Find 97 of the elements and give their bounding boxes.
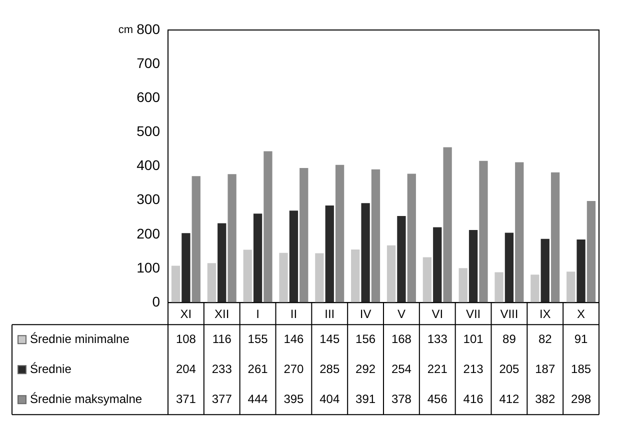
bar xyxy=(504,232,514,303)
bar xyxy=(468,230,478,303)
bar xyxy=(458,268,468,303)
bar xyxy=(515,162,524,303)
data-label: 116 xyxy=(212,332,232,346)
bar xyxy=(315,253,324,303)
bar xyxy=(576,240,586,303)
x-tick-label: X xyxy=(577,307,586,322)
bar xyxy=(243,250,252,303)
data-label: 204 xyxy=(176,362,196,376)
x-tick-label: VIII xyxy=(500,307,518,322)
data-label: 270 xyxy=(284,362,304,376)
x-tick-label: I xyxy=(256,307,260,322)
bar xyxy=(300,168,308,303)
bar xyxy=(361,203,370,303)
y-axis-title: cm xyxy=(118,24,133,36)
data-label: 233 xyxy=(212,362,232,376)
x-tick-label: VI xyxy=(432,307,444,322)
data-label: 298 xyxy=(571,392,592,406)
data-label: 155 xyxy=(248,332,268,346)
bar xyxy=(264,151,272,303)
data-label: 254 xyxy=(391,362,412,376)
y-tick-label: 600 xyxy=(136,89,160,106)
data-label: 371 xyxy=(176,392,196,406)
bar xyxy=(325,205,334,303)
y-tick-label: 800 xyxy=(136,20,160,37)
bar xyxy=(479,160,488,303)
bar xyxy=(279,252,288,303)
bar xyxy=(540,238,550,303)
y-tick-label: 700 xyxy=(136,54,160,71)
bar xyxy=(550,172,560,303)
bar xyxy=(494,272,504,303)
bar xyxy=(351,249,360,303)
bar xyxy=(433,227,442,303)
data-label: 456 xyxy=(427,392,448,406)
data-label: 378 xyxy=(391,392,412,406)
data-label: 395 xyxy=(284,392,304,406)
bar xyxy=(371,169,380,303)
x-tick-label: V xyxy=(397,307,406,322)
bar xyxy=(207,263,216,303)
bar xyxy=(253,214,262,303)
data-label: 168 xyxy=(391,332,412,346)
data-label: 101 xyxy=(463,332,484,346)
x-tick-label: IX xyxy=(539,307,551,322)
data-label: 261 xyxy=(248,362,268,376)
data-label: 146 xyxy=(284,332,304,346)
data-label: 404 xyxy=(320,392,340,406)
legend-label: Średnie maksymalne xyxy=(30,392,142,406)
x-tick-label: VII xyxy=(466,307,481,322)
data-label: 213 xyxy=(463,362,484,376)
data-label: 377 xyxy=(212,392,232,406)
legend-label: Średnie minimalne xyxy=(30,332,130,346)
data-label: 133 xyxy=(427,332,448,346)
data-label: 412 xyxy=(499,392,520,406)
data-label: 221 xyxy=(427,362,448,376)
data-label: 145 xyxy=(320,332,340,346)
data-label: 82 xyxy=(538,332,552,346)
bar xyxy=(182,233,190,303)
y-tick-label: 400 xyxy=(136,157,160,174)
bar xyxy=(335,164,344,303)
data-label: 185 xyxy=(571,362,592,376)
bar xyxy=(386,245,396,303)
data-label: 108 xyxy=(176,332,196,346)
bar xyxy=(171,266,180,303)
bar xyxy=(407,174,416,303)
y-tick-label: 500 xyxy=(136,123,160,140)
data-label: 292 xyxy=(356,362,376,376)
bar xyxy=(397,216,406,303)
data-label: 91 xyxy=(574,332,588,346)
bar xyxy=(566,272,576,303)
data-label: 285 xyxy=(320,362,340,376)
y-tick-label: 100 xyxy=(136,259,160,276)
bar xyxy=(422,257,432,303)
x-tick-label: III xyxy=(324,307,335,322)
x-tick-label: XI xyxy=(180,307,192,322)
bar xyxy=(443,147,452,303)
data-label: 187 xyxy=(535,362,556,376)
data-label: 156 xyxy=(356,332,376,346)
bar xyxy=(218,223,226,303)
data-label: 391 xyxy=(356,392,376,406)
x-tick-label: XII xyxy=(214,307,230,322)
bar xyxy=(228,174,236,303)
data-label: 444 xyxy=(248,392,268,406)
y-tick-label: 200 xyxy=(136,225,160,242)
y-tick-label: 300 xyxy=(136,191,160,208)
data-label: 382 xyxy=(535,392,556,406)
x-tick-label: IV xyxy=(360,307,372,322)
bar xyxy=(192,176,200,303)
data-label: 205 xyxy=(499,362,520,376)
bar xyxy=(289,210,298,303)
bar xyxy=(586,201,596,303)
bar xyxy=(530,274,540,303)
data-label: 89 xyxy=(502,332,516,346)
x-tick-label: II xyxy=(290,307,298,322)
legend-label: Średnie xyxy=(30,362,72,376)
data-label: 416 xyxy=(463,392,484,406)
y-tick-label: 0 xyxy=(152,293,160,310)
